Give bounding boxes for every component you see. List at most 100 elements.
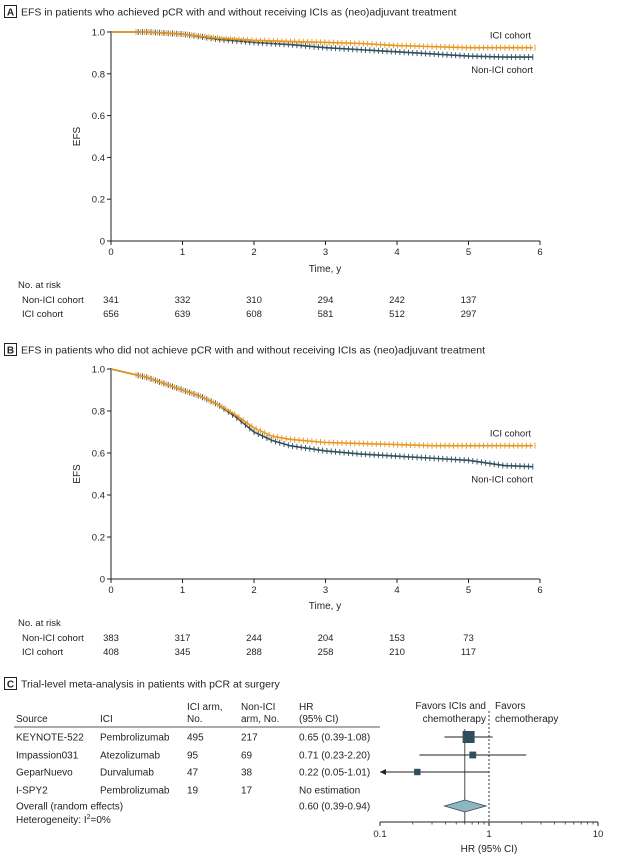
y-tick-label: 0.6 bbox=[92, 449, 105, 460]
study-hr-text: 0.65 (0.39-1.08) bbox=[299, 733, 370, 744]
series-label-ici: ICI cohort bbox=[490, 31, 532, 42]
x-tick-label: 6 bbox=[537, 247, 542, 258]
censor-marks bbox=[135, 29, 536, 51]
overall-hr-text: 0.60 (0.39-0.94) bbox=[299, 802, 370, 813]
forest-x-tick-label: 10 bbox=[593, 829, 604, 840]
study-hr-text: 0.22 (0.05-1.01) bbox=[299, 768, 370, 779]
study-ici-n: 95 bbox=[187, 751, 199, 762]
study-source: I-SPY2 bbox=[16, 786, 48, 797]
at-risk-value: 117 bbox=[461, 647, 476, 658]
col-header-source: Source bbox=[16, 714, 48, 725]
x-tick-label: 6 bbox=[537, 585, 542, 596]
favors-left-line2: chemotherapy bbox=[423, 714, 486, 725]
col-header-ci: (95% CI) bbox=[299, 714, 338, 725]
col-header-non-ici-arm: Non-ICI bbox=[241, 702, 275, 713]
at-risk-value: 512 bbox=[389, 309, 405, 320]
censor-marks bbox=[137, 372, 534, 470]
y-tick-label: 0.2 bbox=[92, 533, 105, 544]
study-non-ici-n: 38 bbox=[241, 768, 253, 779]
at-risk-value: 332 bbox=[175, 295, 191, 306]
study-hr-text: 0.71 (0.23-2.20) bbox=[299, 751, 370, 762]
y-tick-label: 0.4 bbox=[92, 491, 105, 502]
at-risk-value: 204 bbox=[318, 633, 334, 644]
at-risk-row-label: ICI cohort bbox=[22, 647, 64, 658]
study-hr-marker bbox=[469, 751, 477, 759]
study-hr-text: No estimation bbox=[299, 786, 360, 797]
study-source: GeparNuevo bbox=[16, 768, 73, 779]
y-axis-label: EFS bbox=[72, 464, 83, 484]
x-tick-label: 1 bbox=[180, 585, 185, 596]
x-axis-label: Time, y bbox=[309, 601, 341, 612]
at-risk-value: 608 bbox=[246, 309, 262, 320]
panel-letter: C bbox=[7, 680, 14, 691]
favors-right-line1: Favors bbox=[495, 701, 526, 712]
x-tick-label: 3 bbox=[323, 585, 328, 596]
study-non-ici-n: 17 bbox=[241, 786, 253, 797]
at-risk-value: 73 bbox=[463, 633, 474, 644]
overall-diamond bbox=[443, 799, 488, 813]
study-non-ici-n: 69 bbox=[241, 751, 253, 762]
panel-title: EFS in patients who did not achieve pCR … bbox=[21, 345, 485, 357]
at-risk-value: 244 bbox=[246, 633, 262, 644]
col-header-ici-arm-no: No. bbox=[187, 714, 203, 725]
heterogeneity-text: Heterogeneity: I2=0% bbox=[16, 814, 111, 826]
censor-marks bbox=[135, 371, 536, 449]
panel-letter: A bbox=[7, 8, 14, 19]
at-risk-row-label: ICI cohort bbox=[22, 309, 64, 320]
at-risk-value: 383 bbox=[103, 633, 119, 644]
at-risk-value: 639 bbox=[175, 309, 191, 320]
panel-title: Trial-level meta-analysis in patients wi… bbox=[21, 679, 280, 691]
panel-label-box bbox=[4, 677, 17, 690]
col-header-non-ici-arm-no: arm, No. bbox=[241, 714, 279, 725]
x-tick-label: 3 bbox=[323, 247, 328, 258]
at-risk-row-label: Non-ICI cohort bbox=[22, 295, 84, 306]
at-risk-value: 581 bbox=[318, 309, 334, 320]
km-panel-a: A EFS in patients who achieved pCR with a… bbox=[4, 5, 543, 320]
at-risk-value: 288 bbox=[246, 647, 262, 658]
x-tick-label: 4 bbox=[394, 585, 399, 596]
at-risk-value: 341 bbox=[103, 295, 119, 306]
study-source: Impassion031 bbox=[16, 751, 79, 762]
y-tick-label: 0 bbox=[100, 237, 105, 248]
forest-x-tick-label: 0.1 bbox=[373, 829, 386, 840]
km-panel-b: B EFS in patients who did not achieve pCR… bbox=[4, 343, 543, 658]
at-risk-value: 317 bbox=[175, 633, 191, 644]
y-tick-label: 0.2 bbox=[92, 195, 105, 206]
panel-letter: B bbox=[7, 346, 14, 357]
x-tick-label: 4 bbox=[394, 247, 399, 258]
series-line-ici-cohort bbox=[111, 31, 533, 49]
panel-label-box bbox=[4, 5, 17, 18]
x-axis-label: Time, y bbox=[309, 264, 341, 275]
at-risk-value: 210 bbox=[389, 647, 405, 658]
col-header-ici-arm: ICI arm, bbox=[187, 702, 223, 713]
study-ici-n: 19 bbox=[187, 786, 199, 797]
at-risk-row-label: Non-ICI cohort bbox=[22, 633, 84, 644]
x-tick-label: 1 bbox=[180, 247, 185, 258]
at-risk-value: 297 bbox=[461, 309, 477, 320]
x-tick-label: 0 bbox=[108, 585, 113, 596]
favors-left-line1: Favors ICIs and bbox=[415, 701, 486, 712]
x-tick-label: 2 bbox=[251, 247, 256, 258]
x-tick-label: 5 bbox=[466, 585, 471, 596]
study-ici-n: 495 bbox=[187, 733, 204, 744]
at-risk-value: 258 bbox=[318, 647, 334, 658]
study-source: KEYNOTE-522 bbox=[16, 733, 84, 744]
series-label-ici: ICI cohort bbox=[490, 429, 532, 440]
at-risk-value: 294 bbox=[318, 295, 334, 306]
heterogeneity-prefix: Heterogeneity: I bbox=[16, 815, 87, 826]
series-label-non-ici: Non-ICI cohort bbox=[471, 475, 533, 486]
study-hr-marker bbox=[462, 731, 475, 743]
series-label-non-ici: Non-ICI cohort bbox=[471, 65, 533, 76]
at-risk-value: 310 bbox=[246, 295, 262, 306]
forest-x-axis-label: HR (95% CI) bbox=[461, 844, 518, 855]
series-line-non-ici-cohort bbox=[110, 368, 533, 468]
study-ici: Atezolizumab bbox=[100, 751, 160, 762]
series-line-ici-cohort bbox=[110, 368, 533, 447]
study-ici: Pembrolizumab bbox=[100, 733, 170, 744]
y-tick-label: 0 bbox=[100, 575, 105, 586]
study-ici: Durvalumab bbox=[100, 768, 154, 779]
study-ici: Pembrolizumab bbox=[100, 786, 170, 797]
heterogeneity-superscript: 2 bbox=[87, 814, 91, 821]
at-risk-value: 408 bbox=[103, 647, 119, 658]
